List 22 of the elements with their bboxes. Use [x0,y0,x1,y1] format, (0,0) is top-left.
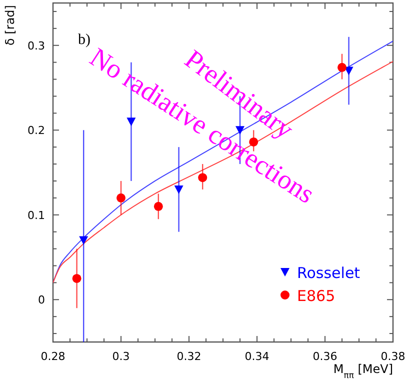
point [72,274,82,283]
y-tick-label: 0.3 [28,39,45,52]
x-tick-label: 0.28 [40,350,66,363]
y-tick-label: 0 [38,294,45,307]
y-axis-title: δ [rad] [3,5,17,46]
annotation: b) [78,32,90,48]
x-tick-label: 0.32 [176,350,202,363]
legend-label: Rosselet [297,264,360,282]
point [198,173,208,182]
x-tick-label: 0.34 [244,350,270,363]
x-tick-label: 0.3 [112,350,130,363]
point [338,62,346,72]
point [154,202,163,211]
x-tick-label: 0.36 [312,350,338,363]
legend-label: E865 [297,287,336,305]
y-tick-label: 0.2 [28,124,45,138]
x-axis-title: M$_{ππ}$ [MeV] [333,362,393,380]
y-tick-label: 0.1 [28,208,45,222]
point [116,193,126,202]
point [174,185,184,194]
point [79,236,88,245]
x-tick-label: 0.38 [380,350,406,363]
